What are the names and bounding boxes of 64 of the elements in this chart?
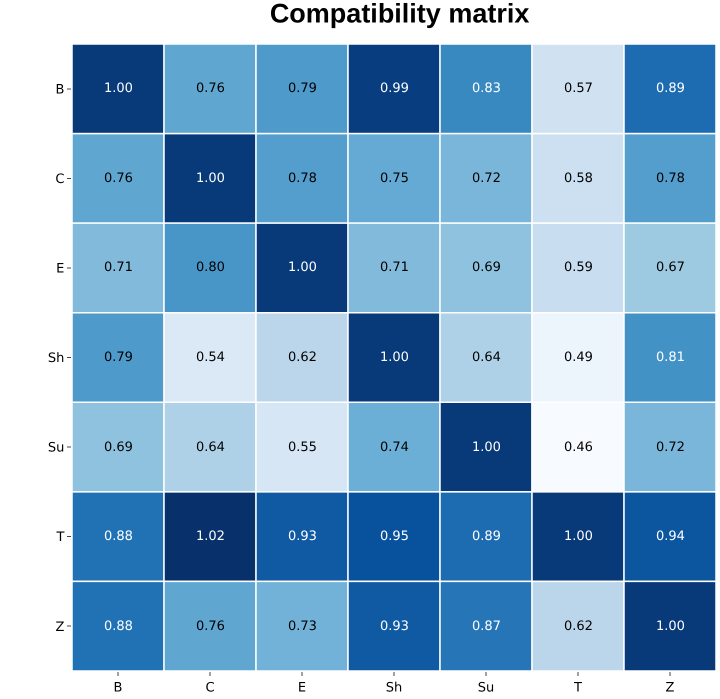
y-tick-label: Sh <box>48 351 64 366</box>
data-label: 0.64 <box>196 440 225 455</box>
data-label: 1.00 <box>656 619 685 634</box>
data-label: 1.02 <box>196 529 225 544</box>
data-label: 0.54 <box>196 350 225 365</box>
data-label: 0.58 <box>564 171 593 186</box>
x-tick-label: B <box>114 680 122 696</box>
y-tick-label: Su <box>48 440 64 456</box>
data-label: 0.62 <box>288 350 317 365</box>
y-tick-label: E <box>56 261 64 276</box>
data-label: 0.59 <box>564 260 593 275</box>
data-label: 0.62 <box>564 619 593 634</box>
data-label: 0.74 <box>380 440 409 455</box>
data-label: 0.89 <box>656 81 685 96</box>
data-label: 0.76 <box>104 171 133 186</box>
x-tick-label: Z <box>666 680 675 696</box>
data-label: 0.67 <box>656 260 685 275</box>
data-label: 1.00 <box>472 440 501 455</box>
y-tick-label: C <box>55 172 64 187</box>
data-label: 0.99 <box>380 81 409 96</box>
y-tick-label: T <box>55 530 64 546</box>
data-label: 0.72 <box>656 440 685 455</box>
data-label: 0.75 <box>380 171 409 186</box>
data-label: 0.93 <box>380 619 409 634</box>
data-label: 0.73 <box>288 619 317 634</box>
x-tick-label: Su <box>478 680 494 696</box>
data-label: 0.93 <box>288 529 317 544</box>
x-tick-label: E <box>298 680 306 696</box>
data-label: 0.64 <box>472 350 501 365</box>
data-label: 0.88 <box>104 619 133 634</box>
data-label: 1.00 <box>104 81 133 96</box>
y-tick-label: Z <box>55 620 64 635</box>
data-label: 1.00 <box>564 529 593 544</box>
data-label: 1.00 <box>380 350 409 365</box>
data-label: 0.57 <box>564 81 593 96</box>
data-label: 0.71 <box>380 260 409 275</box>
data-label: 0.94 <box>656 529 685 544</box>
x-tick-label: T <box>573 680 582 696</box>
data-label: 0.89 <box>472 529 501 544</box>
data-label: 0.76 <box>196 81 225 96</box>
data-label: 0.95 <box>380 529 409 544</box>
data-label: 0.69 <box>104 440 133 455</box>
chart-title: Compatibility matrix <box>270 0 530 28</box>
data-label: 1.00 <box>288 260 317 275</box>
data-label: 0.79 <box>288 81 317 96</box>
data-label: 0.78 <box>656 171 685 186</box>
data-label: 0.69 <box>472 260 501 275</box>
data-label: 0.80 <box>196 260 225 275</box>
data-label: 0.78 <box>288 171 317 186</box>
data-label: 0.71 <box>104 260 133 275</box>
y-tick-label: B <box>55 82 64 98</box>
data-label: 1.00 <box>196 171 225 186</box>
data-label: 0.55 <box>288 440 317 455</box>
data-label: 0.87 <box>472 619 501 634</box>
data-label: 0.49 <box>564 350 593 365</box>
x-tick-label: C <box>205 680 215 696</box>
data-label: 0.88 <box>104 529 133 544</box>
x-tick-label: Sh <box>386 680 402 696</box>
data-label: 0.46 <box>564 440 593 455</box>
data-label: 0.83 <box>472 81 501 96</box>
data-label: 0.81 <box>656 350 685 365</box>
data-label: 0.76 <box>196 619 225 634</box>
data-label: 0.72 <box>472 171 501 186</box>
data-label: 0.79 <box>104 350 133 365</box>
